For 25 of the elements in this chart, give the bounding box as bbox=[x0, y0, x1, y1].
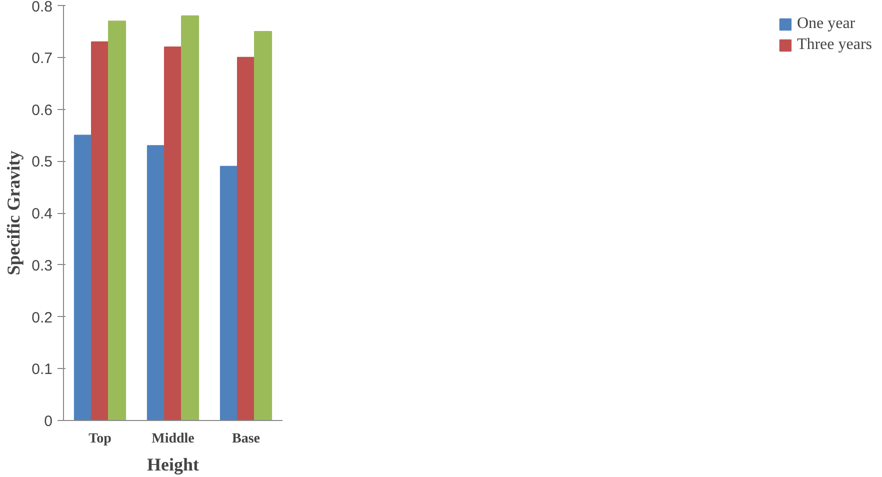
bar bbox=[164, 46, 182, 420]
legend-label: One year bbox=[796, 15, 856, 33]
y-tick-label: 0.5 bbox=[32, 154, 53, 171]
y-tick-label: 0.8 bbox=[32, 0, 53, 16]
y-tick-label: 0.1 bbox=[32, 361, 53, 378]
y-tick-label: 0.6 bbox=[32, 102, 53, 119]
bar bbox=[90, 41, 110, 420]
x-tick-label: Top bbox=[88, 432, 112, 446]
bar bbox=[254, 30, 272, 420]
y-axis-title: Specific Gravity bbox=[4, 150, 24, 276]
y-tick-label: 0.2 bbox=[32, 309, 53, 326]
y-tick-label: 0.3 bbox=[32, 257, 53, 274]
bar bbox=[74, 134, 92, 420]
legend-label: Three years bbox=[796, 36, 872, 54]
bar bbox=[108, 20, 126, 420]
bar bbox=[236, 56, 256, 420]
x-tick-label: Middle bbox=[152, 432, 194, 446]
bar bbox=[220, 166, 238, 420]
y-tick-label: 0 bbox=[44, 413, 52, 430]
bar bbox=[146, 145, 165, 420]
y-tick-label: 0.7 bbox=[32, 50, 53, 67]
x-axis-title: Height bbox=[147, 454, 200, 474]
bar bbox=[181, 15, 200, 420]
x-tick-label: Base bbox=[232, 432, 260, 446]
y-tick-label: 0.4 bbox=[32, 206, 53, 222]
